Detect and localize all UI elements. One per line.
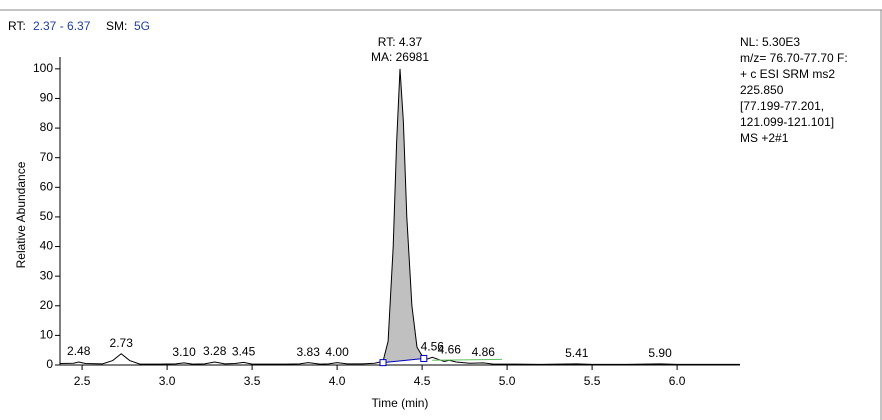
y-tick-label: 40 <box>40 239 54 253</box>
y-tick-label: 50 <box>40 209 54 223</box>
header-sm: SM: <box>106 19 127 33</box>
peak-area <box>383 68 424 363</box>
x-tick-label: 2.5 <box>74 374 91 388</box>
baseline-marker <box>379 359 387 367</box>
baseline <box>432 358 503 361</box>
peak-label: 3.28 <box>203 344 227 358</box>
x-tick-label: 5.0 <box>499 374 516 388</box>
baseline <box>382 357 424 364</box>
peak-label: 3.10 <box>172 345 196 359</box>
peak-area: MA: 26981 <box>371 50 429 64</box>
info-line: [77.199-77.201, <box>740 99 824 113</box>
x-tick-label: 3.5 <box>244 374 261 388</box>
y-tick-label: 90 <box>40 91 54 105</box>
x-axis-label: Time (min) <box>372 396 429 410</box>
y-tick-label: 0 <box>46 357 53 371</box>
peak-label: 3.83 <box>297 345 321 359</box>
peak-label: 4.00 <box>325 345 349 359</box>
peak-label: 3.45 <box>232 345 256 359</box>
info-line: MS +2#1 <box>740 131 789 145</box>
peak-rt: RT: 4.37 <box>378 35 423 49</box>
x-tick-label: 6.0 <box>669 374 686 388</box>
info-line: NL: 5.30E3 <box>740 35 800 49</box>
x-tick-label: 4.0 <box>329 374 346 388</box>
header-sm-value: 5G <box>134 19 150 33</box>
y-tick-label: 60 <box>40 179 54 193</box>
info-line: 225.850 <box>740 83 784 97</box>
y-tick-label: 70 <box>40 150 54 164</box>
header-range: 2.37 - 6.37 <box>33 19 91 33</box>
peak-label: 4.56 <box>421 339 445 353</box>
x-tick-label: 5.5 <box>584 374 601 388</box>
y-tick-label: 80 <box>40 120 54 134</box>
peak-label: 4.86 <box>472 345 496 359</box>
x-tick-label: 4.5 <box>414 374 431 388</box>
info-line: m/z= 76.70-77.70 F: <box>740 51 848 65</box>
peak-label: 5.41 <box>565 346 589 360</box>
y-axis-label: Relative Abundance <box>14 161 28 268</box>
y-tick-label: 30 <box>40 268 54 282</box>
peak-label: 5.90 <box>648 346 672 360</box>
baseline-marker <box>420 354 428 362</box>
y-tick-label: 100 <box>33 61 53 75</box>
header-rt: RT: <box>8 19 26 33</box>
x-tick-label: 3.0 <box>159 374 176 388</box>
trace <box>59 68 740 365</box>
peak-label: 4.66 <box>438 342 462 356</box>
y-tick-label: 10 <box>40 328 54 342</box>
info-line: 121.099-121.101] <box>740 115 834 129</box>
info-line: + c ESI SRM ms2 <box>740 67 835 81</box>
y-tick-label: 20 <box>40 298 54 312</box>
peak-label: 2.73 <box>110 336 134 350</box>
peak-label: 2.48 <box>67 344 91 358</box>
